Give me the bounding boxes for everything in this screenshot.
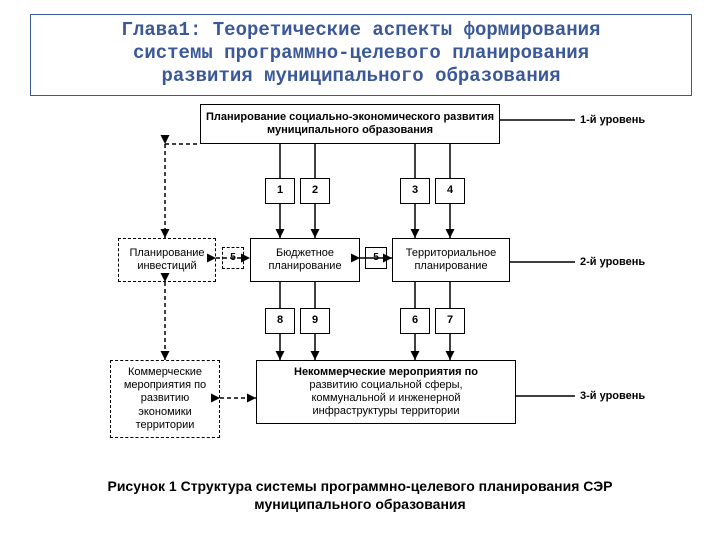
n4: 4	[435, 178, 465, 204]
caption-l1: Рисунок 1 Структура системы программно-ц…	[0, 478, 720, 494]
n9: 9	[300, 308, 330, 334]
box-terr: Территориальное планирование	[392, 238, 510, 282]
n5a: 5	[222, 247, 244, 269]
box-noncomm: Некоммерческие мероприятия по развитию с…	[256, 360, 516, 424]
box-comm: Коммерческие мероприятия по развитию эко…	[110, 360, 220, 438]
top-l2: муниципального образования	[206, 124, 494, 137]
n2: 2	[300, 178, 330, 204]
n7: 7	[435, 308, 465, 334]
n8: 8	[265, 308, 295, 334]
top-l1: Планирование социально-экономического ра…	[206, 111, 494, 124]
n5b: 5	[365, 247, 387, 269]
lvl1: 1-й уровень	[580, 114, 645, 126]
n1: 1	[265, 178, 295, 204]
lvl2: 2-й уровень	[580, 256, 645, 268]
lvl3: 3-й уровень	[580, 390, 645, 402]
n3: 3	[400, 178, 430, 204]
box-top: Планирование социально-экономического ра…	[200, 104, 500, 144]
box-invest: Планирование инвестиций	[118, 238, 216, 282]
connectors	[0, 0, 720, 540]
n6: 6	[400, 308, 430, 334]
caption-l2: муниципального образования	[0, 496, 720, 512]
box-budget: Бюджетное планирование	[250, 238, 360, 282]
diagram-canvas: Планирование социально-экономического ра…	[0, 0, 720, 540]
